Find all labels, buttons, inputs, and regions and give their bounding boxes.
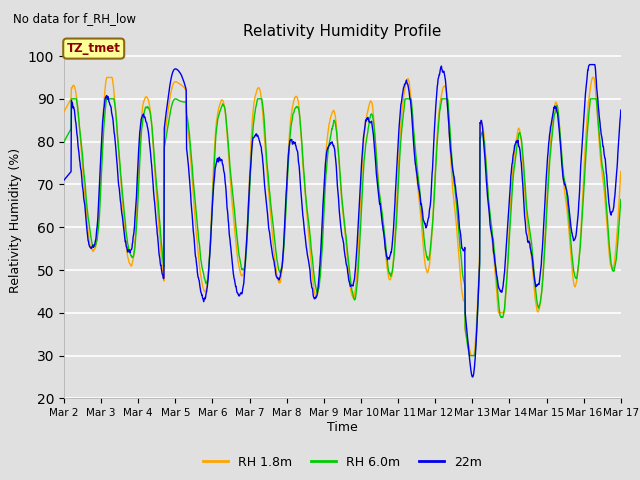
Text: TZ_tmet: TZ_tmet xyxy=(67,42,121,55)
Legend: RH 1.8m, RH 6.0m, 22m: RH 1.8m, RH 6.0m, 22m xyxy=(198,451,486,474)
Title: Relativity Humidity Profile: Relativity Humidity Profile xyxy=(243,24,442,39)
Text: No data for f_RH_low: No data for f_RH_low xyxy=(13,12,136,25)
X-axis label: Time: Time xyxy=(327,421,358,434)
Y-axis label: Relativity Humidity (%): Relativity Humidity (%) xyxy=(10,148,22,293)
